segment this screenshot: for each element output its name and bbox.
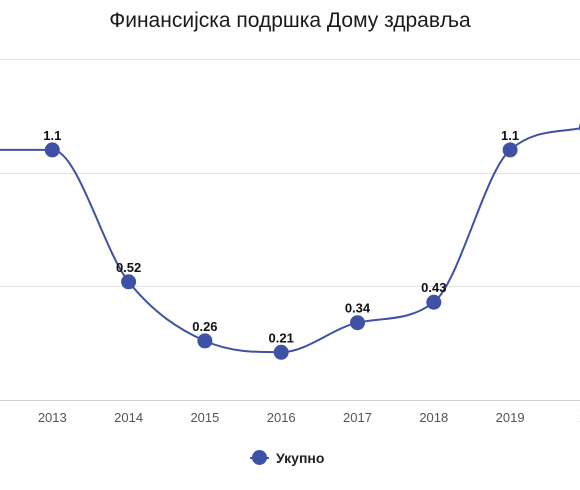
data-point[interactable] — [197, 333, 213, 349]
data-point[interactable] — [121, 274, 137, 290]
data-label: 0.43 — [421, 280, 446, 295]
x-tick-label: 2019 — [496, 410, 525, 425]
legend-label: Укупно — [276, 449, 325, 466]
data-point[interactable] — [273, 344, 289, 360]
data-label: 0.52 — [116, 260, 141, 275]
data-label: 0.26 — [192, 319, 217, 334]
data-point[interactable] — [426, 294, 442, 310]
data-label: 0.21 — [269, 330, 294, 345]
data-label: 1.1 — [43, 128, 61, 143]
x-tick-label: 2013 — [38, 410, 67, 425]
data-label: 1.1 — [501, 128, 519, 143]
legend[interactable]: Укупно — [250, 448, 324, 467]
x-tick-label: 2014 — [114, 410, 143, 425]
legend-marker-icon — [250, 448, 269, 467]
x-tick-label: 2018 — [419, 410, 448, 425]
data-label: 0.34 — [345, 301, 371, 316]
x-tick-label: 2017 — [343, 410, 372, 425]
x-tick-label: 2015 — [190, 410, 219, 425]
x-tick-label: 2016 — [267, 410, 296, 425]
data-point[interactable] — [502, 142, 518, 158]
data-point[interactable] — [44, 142, 60, 158]
data-point[interactable] — [350, 315, 365, 331]
series-line-ukupno — [0, 127, 580, 354]
chart-title: Финансијска подршка Дому здравља — [109, 9, 471, 32]
